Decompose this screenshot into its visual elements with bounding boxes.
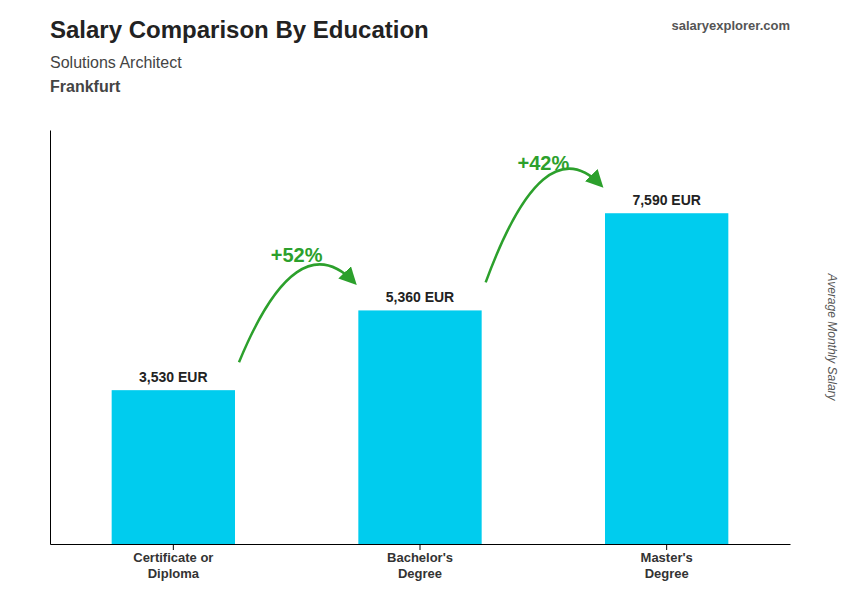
x-tick: Bachelor'sDegree	[387, 544, 453, 581]
x-tick-mark	[173, 544, 174, 550]
x-tick-label: Bachelor'sDegree	[387, 550, 453, 581]
y-axis	[50, 131, 51, 545]
data-label: 7,590 EUR	[632, 192, 700, 208]
plot-area: Certificate orDiploma Bachelor'sDegree Mas…	[51, 131, 791, 582]
x-tick: Master'sDegree	[641, 544, 693, 581]
y-axis-title: Average Monthly Salary	[825, 272, 839, 401]
change-arrow	[486, 169, 601, 283]
x-axis: Certificate orDiploma Bachelor'sDegree Mas…	[51, 544, 791, 581]
chart: Salary Comparison By Education Solutions …	[0, 0, 850, 606]
bar	[112, 390, 235, 544]
source-note: salaryexplorer.com	[671, 18, 790, 33]
data-label: 5,360 EUR	[386, 289, 454, 305]
change-label: +42%	[517, 152, 569, 174]
y-axis-line	[50, 131, 51, 545]
data-label: 3,530 EUR	[139, 369, 207, 385]
change-label: +52%	[271, 244, 323, 266]
bars	[112, 213, 729, 544]
subtitle: Solutions Architect	[50, 54, 182, 71]
bar	[605, 213, 728, 544]
x-tick-label: Master'sDegree	[641, 550, 693, 581]
x-tick-mark	[666, 544, 667, 550]
title: Salary Comparison By Education	[50, 16, 429, 43]
subtitle: Frankfurt	[50, 78, 121, 95]
change-arrow	[239, 264, 354, 362]
x-tick: Certificate orDiploma	[133, 544, 213, 581]
bar	[358, 310, 481, 544]
x-tick-label: Certificate orDiploma	[133, 550, 213, 581]
x-tick-mark	[420, 544, 421, 550]
